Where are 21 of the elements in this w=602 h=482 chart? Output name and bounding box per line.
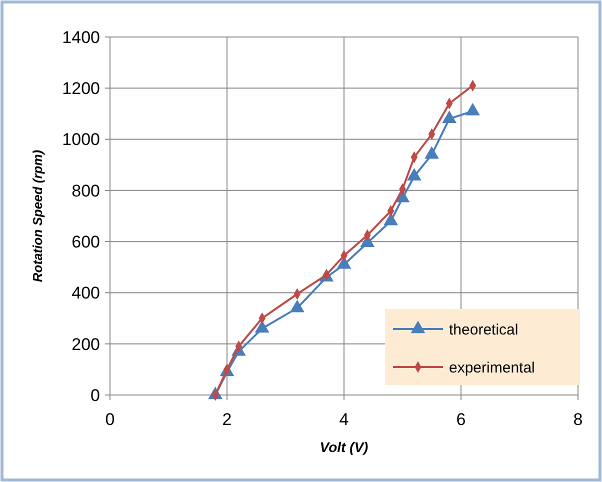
point [384,212,398,226]
point [290,300,304,312]
y-tick-label: 1000 [62,130,100,150]
x-tick-label: 6 [456,410,466,429]
y-tick-label: 200 [72,334,100,354]
point [254,320,270,333]
y-axis-title: Rotation Speed (rpm) [30,150,45,282]
legend-label: experimental [449,359,535,376]
y-tick-label: 0 [90,386,100,405]
y-tick-label: 1400 [62,28,100,47]
y-tick-label: 800 [72,181,100,200]
y-tick-label: 1200 [62,79,100,98]
legend-label: theoretical [449,321,518,338]
point [406,168,422,181]
x-tick-label: 8 [573,410,583,429]
y-tick-label: 600 [72,232,100,252]
y-tick-label: 400 [72,284,100,303]
x-tick-label: 4 [339,410,349,429]
x-axis-title: Volt (V) [320,439,369,455]
x-tick-label: 2 [222,410,232,429]
x-tick-label: 0 [105,410,115,429]
